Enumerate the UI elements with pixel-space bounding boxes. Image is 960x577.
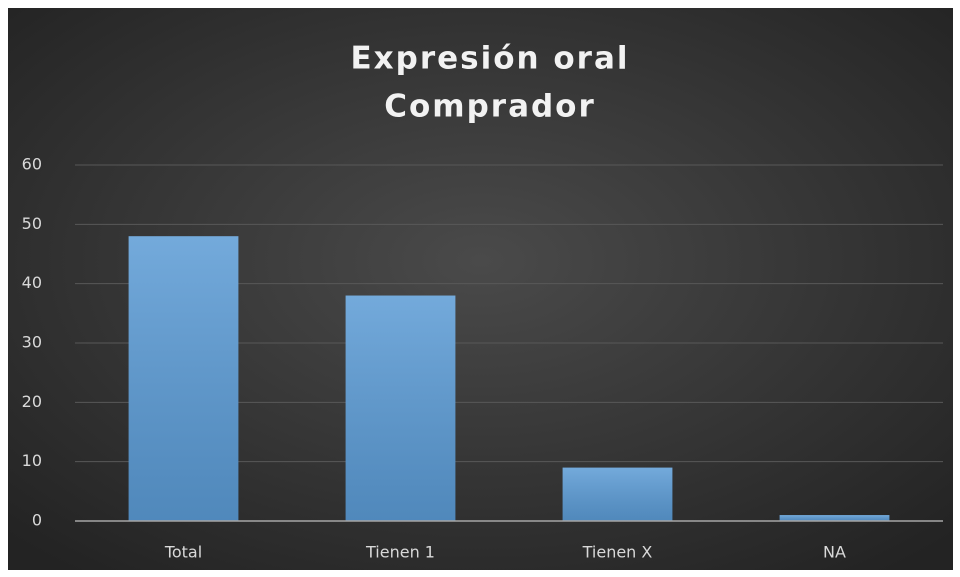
y-tick-label: 60 bbox=[22, 155, 42, 174]
x-tick-label: Tienen X bbox=[582, 543, 653, 562]
chart-title: Comprador bbox=[384, 89, 596, 125]
bar-shade bbox=[345, 295, 456, 521]
x-tick-label: NA bbox=[823, 543, 846, 562]
bar-shade bbox=[128, 236, 239, 521]
x-tick-label: Tienen 1 bbox=[365, 543, 435, 562]
bar-shade bbox=[779, 515, 890, 521]
x-tick-label: Total bbox=[164, 543, 202, 562]
y-tick-label: 40 bbox=[22, 273, 42, 292]
bar-shade bbox=[562, 467, 673, 521]
chart-title: Expresión oral bbox=[350, 41, 629, 77]
y-tick-label: 30 bbox=[22, 333, 42, 352]
y-tick-label: 20 bbox=[22, 392, 42, 411]
y-tick-label: 50 bbox=[22, 214, 42, 233]
y-tick-label: 0 bbox=[32, 511, 42, 530]
y-tick-label: 10 bbox=[22, 451, 42, 470]
